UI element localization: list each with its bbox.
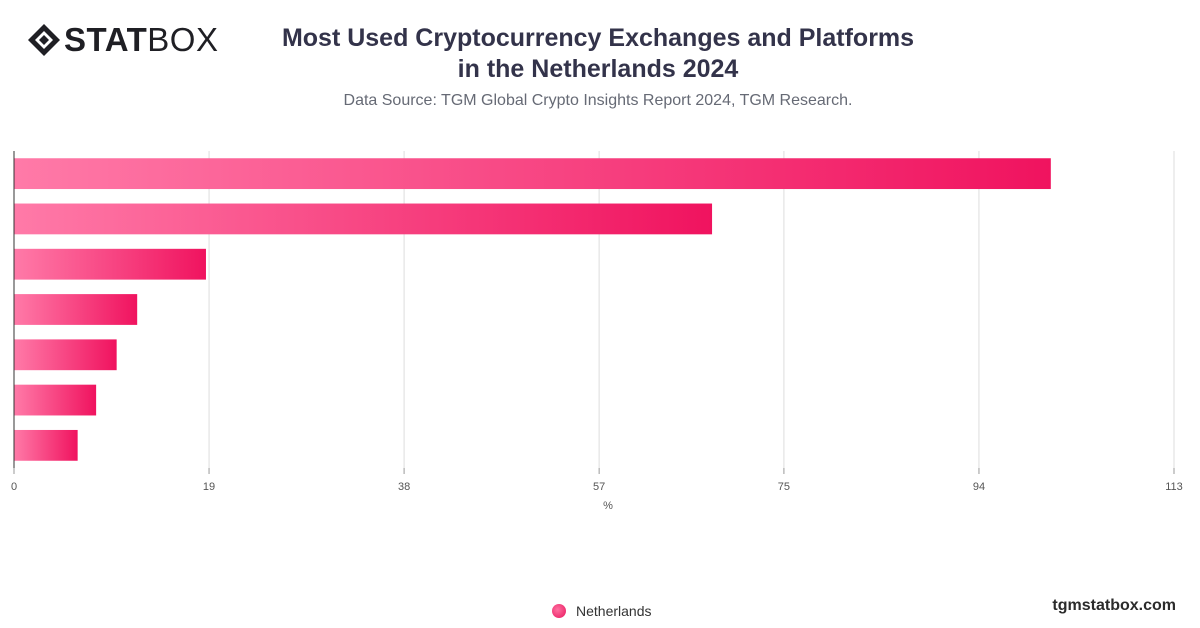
chart-title-line-1: Most Used Cryptocurrency Exchanges and P… (281, 24, 915, 52)
logo-text-bold: STAT (64, 21, 148, 58)
bar[interactable] (14, 429, 78, 461)
bar[interactable] (14, 294, 138, 325)
chart-subtitle: Data Source: TGM Global Crypto Insights … (343, 92, 853, 109)
x-axis-title: % (603, 500, 613, 512)
chart-title: Most Used Cryptocurrency Exchanges and P… (248, 23, 948, 85)
x-tick-label: 75 (778, 481, 790, 493)
bar[interactable] (14, 248, 206, 280)
chart-title-line-2: in the Netherlands 2024 (457, 55, 739, 83)
bar[interactable] (14, 384, 97, 416)
logo-text-light: BOX (147, 21, 219, 58)
x-tick-label: 57 (593, 481, 605, 493)
statbox-logo-icon (28, 24, 60, 56)
footer-brand[interactable]: tgmstatbox.com (1052, 597, 1176, 614)
x-tick-label: 0 (11, 481, 17, 493)
x-tick-label: 38 (398, 481, 410, 493)
bars (14, 158, 1051, 461)
statbox-logo: STATBOX (26, 22, 218, 58)
bar[interactable] (14, 158, 1051, 190)
grid-lines (208, 151, 1175, 468)
axes: 0 19 38 57 75 94 113% (11, 151, 1183, 512)
bar[interactable] (14, 203, 713, 235)
bar[interactable] (14, 339, 117, 371)
legend-marker-icon (552, 604, 566, 618)
x-tick-label: 113 (1165, 481, 1183, 493)
logo-text: STATBOX (64, 22, 218, 58)
x-tick-label: 94 (973, 481, 985, 493)
legend-label: Netherlands (576, 603, 652, 619)
legend[interactable]: Netherlands (552, 602, 652, 620)
x-tick-label: 19 (203, 481, 215, 493)
